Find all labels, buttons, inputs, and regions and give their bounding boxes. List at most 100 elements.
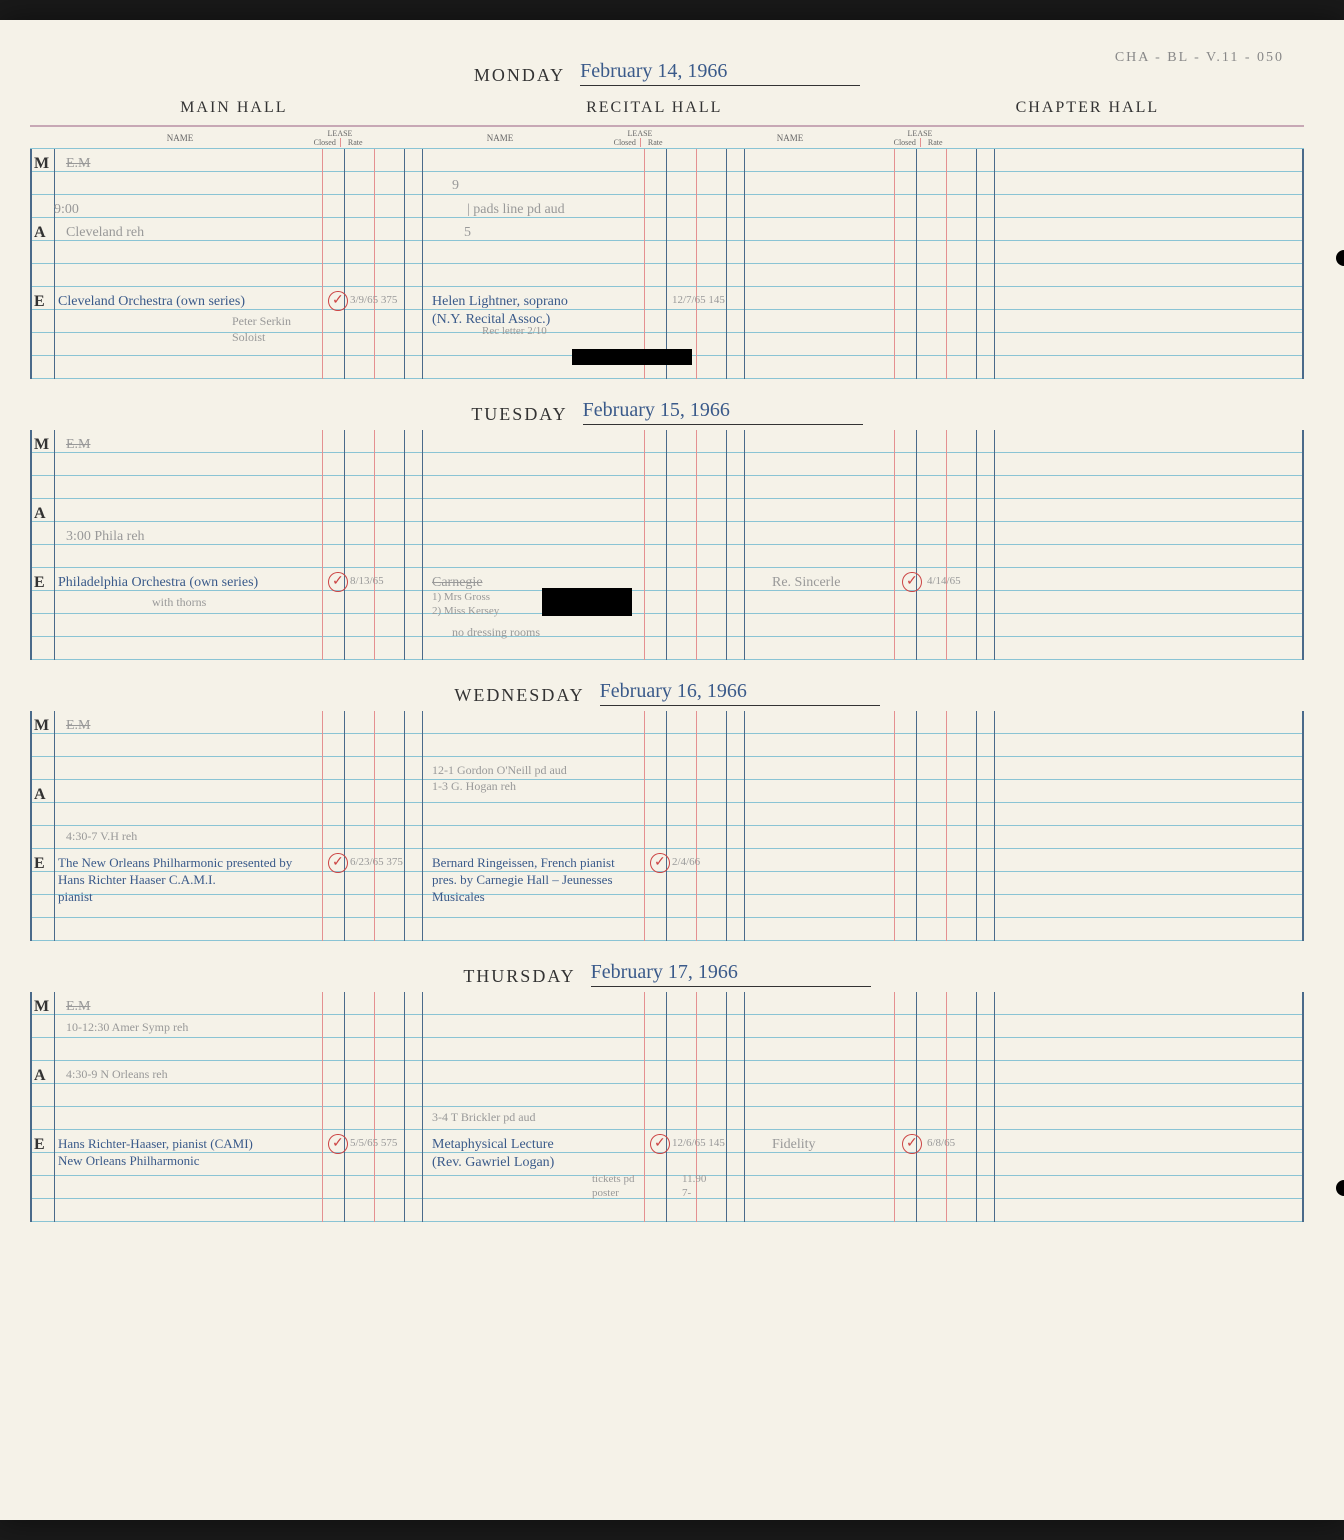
- ledger-entry: [572, 349, 692, 365]
- hall-headers: MAIN HALL RECITAL HALL CHAPTER HALL: [30, 91, 1304, 127]
- ledger-entry: tickets pd poster: [592, 1172, 634, 1201]
- vertical-rule: [916, 711, 917, 941]
- vertical-rule: [422, 992, 423, 1222]
- col-lease: LEASEClosedRate: [610, 129, 670, 147]
- ledger-entry: no dressing rooms: [452, 625, 540, 641]
- ledger-entry: [542, 588, 632, 616]
- ledger-entry: ✓: [328, 1134, 348, 1154]
- ledger-entry: E.M: [66, 998, 91, 1016]
- hall-recital-header: RECITAL HALL: [438, 99, 871, 117]
- day-date: February 14, 1966: [580, 60, 860, 86]
- time-marker: A: [34, 1067, 46, 1085]
- vertical-rule: [994, 992, 995, 1222]
- ledger-entry: E.M: [66, 155, 91, 173]
- ledger-entry: 4:30-9 N Orleans reh: [66, 1067, 168, 1083]
- reference-id: CHA - BL - V.11 - 050: [1115, 50, 1284, 66]
- vertical-rule: [422, 430, 423, 660]
- vertical-rule: [54, 992, 55, 1222]
- day-section: MONDAY February 14, 1966 MAIN HALL RECIT…: [30, 50, 1304, 379]
- ledger-entry: 12-1 Gordon O'Neill pd aud 1-3 G. Hogan …: [432, 763, 567, 794]
- vertical-rule: [54, 149, 55, 379]
- day-section: WEDNESDAY February 16, 1966MAEE.M4:30-7 …: [30, 670, 1304, 941]
- vertical-rule: [946, 430, 947, 660]
- time-marker: M: [34, 998, 49, 1016]
- ledger-entry: 1) Mrs Gross 2) Miss Kersey: [432, 590, 499, 619]
- time-marker: E: [34, 855, 45, 873]
- time-marker: M: [34, 436, 49, 454]
- col-name: NAME: [50, 133, 310, 143]
- time-marker: M: [34, 717, 49, 735]
- vertical-rule: [744, 992, 745, 1222]
- ledger-entry: ✓: [902, 1134, 922, 1154]
- vertical-rule: [322, 149, 323, 379]
- ledger-entry: 3-4 T Brickler pd aud: [432, 1110, 536, 1126]
- vertical-rule: [644, 430, 645, 660]
- vertical-rule: [422, 711, 423, 941]
- hole-punch: [1336, 1180, 1344, 1196]
- ledger-entry: 6/23/65 375: [350, 855, 403, 869]
- vertical-rule: [916, 992, 917, 1222]
- ledger-body: MAEE.M10-12:30 Amer Symp reh4:30-9 N Orl…: [30, 992, 1304, 1222]
- vertical-rule: [994, 430, 995, 660]
- vertical-rule: [666, 711, 667, 941]
- day-header: MONDAY February 14, 1966: [30, 50, 1304, 91]
- vertical-rule: [894, 992, 895, 1222]
- ledger-entry: 5/5/65 575: [350, 1136, 397, 1150]
- ledger-entry: Cleveland Orchestra (own series): [58, 293, 245, 311]
- vertical-rule: [344, 149, 345, 379]
- vertical-rule: [726, 430, 727, 660]
- vertical-rule: [404, 711, 405, 941]
- vertical-rule: [344, 430, 345, 660]
- ledger-entry: 12/7/65 145: [672, 293, 725, 307]
- day-date: February 17, 1966: [591, 961, 871, 987]
- vertical-rule: [894, 711, 895, 941]
- time-marker: A: [34, 786, 46, 804]
- ledger-entry: 5: [464, 224, 471, 242]
- vertical-rule: [894, 430, 895, 660]
- vertical-rule: [696, 430, 697, 660]
- vertical-rule: [696, 149, 697, 379]
- vertical-rule: [916, 149, 917, 379]
- vertical-rule: [54, 430, 55, 660]
- hall-main-header: MAIN HALL: [30, 99, 438, 117]
- ledger-entry: ✓: [328, 572, 348, 592]
- ledger-body: MAEE.M9:00Cleveland rehCleveland Orchest…: [30, 149, 1304, 379]
- time-marker: E: [34, 1136, 45, 1154]
- time-marker: E: [34, 574, 45, 592]
- day-section: TUESDAY February 15, 1966MAEE.M3:00 Phil…: [30, 389, 1304, 660]
- ledger-page: CHA - BL - V.11 - 050 MONDAY February 14…: [0, 20, 1344, 1520]
- hall-chapter-header: CHAPTER HALL: [871, 99, 1304, 117]
- day-label: MONDAY: [474, 65, 565, 86]
- ledger-entry: 3:00 Phila reh: [66, 528, 145, 546]
- day-section: THURSDAY February 17, 1966MAEE.M10-12:30…: [30, 951, 1304, 1222]
- ledger-entry: 9: [452, 177, 459, 195]
- ledger-entry: Hans Richter-Haaser, pianist (CAMI) New …: [58, 1136, 253, 1170]
- ledger-entry: 4/14/65: [927, 574, 961, 588]
- day-date: February 16, 1966: [600, 680, 880, 706]
- vertical-rule: [946, 711, 947, 941]
- vertical-rule: [404, 992, 405, 1222]
- ledger-entry: 12/6/65 145: [672, 1136, 725, 1150]
- time-marker: E: [34, 293, 45, 311]
- ledger-body: MAEE.M4:30-7 V.H rehThe New Orleans Phil…: [30, 711, 1304, 941]
- ledger-entry: ✓: [650, 853, 670, 873]
- vertical-rule: [994, 149, 995, 379]
- vertical-rule: [976, 149, 977, 379]
- vertical-rule: [644, 149, 645, 379]
- day-date: February 15, 1966: [583, 399, 863, 425]
- vertical-rule: [54, 711, 55, 941]
- ledger-entry: 2/4/66: [672, 855, 700, 869]
- vertical-rule: [322, 992, 323, 1222]
- vertical-rule: [744, 149, 745, 379]
- col-lease: LEASEClosedRate: [310, 129, 370, 147]
- day-label: THURSDAY: [463, 966, 575, 987]
- vertical-rule: [696, 711, 697, 941]
- ledger-entry: Metaphysical Lecture (Rev. Gawriel Logan…: [432, 1136, 554, 1172]
- ledger-entry: E.M: [66, 717, 91, 735]
- vertical-rule: [976, 992, 977, 1222]
- vertical-rule: [744, 711, 745, 941]
- ledger-entry: Bernard Ringeissen, French pianist pres.…: [432, 855, 615, 906]
- time-marker: A: [34, 505, 46, 523]
- column-headers: NAME LEASEClosedRate NAME LEASEClosedRat…: [30, 127, 1304, 149]
- ledger-entry: 4:30-7 V.H reh: [66, 829, 137, 845]
